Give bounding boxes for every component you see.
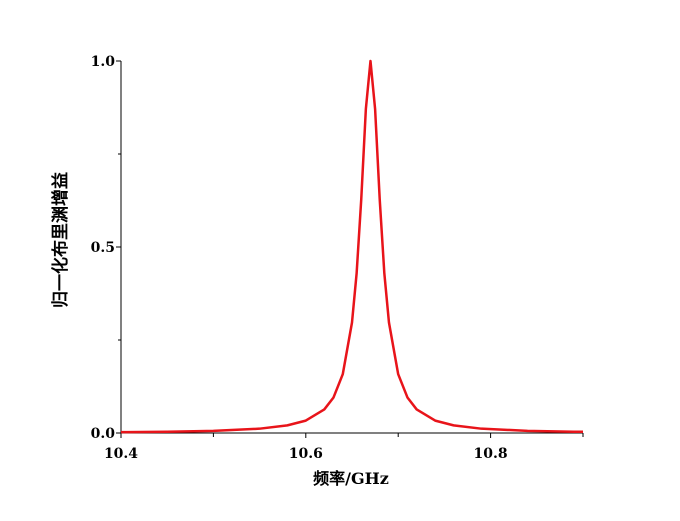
y-tick-label: 0.0 [91, 426, 116, 442]
y-tick-label: 1.0 [91, 54, 116, 70]
y-axis-label: 归一化布里渊增益 [50, 172, 71, 308]
x-tick-label: 10.6 [289, 446, 323, 462]
x-axis-label: 频率/GHz [313, 469, 389, 488]
x-tick-label: 10.4 [104, 446, 138, 462]
y-tick-label: 0.5 [91, 240, 115, 256]
data-line [120, 59, 584, 434]
x-tick-label: 10.8 [474, 446, 508, 462]
